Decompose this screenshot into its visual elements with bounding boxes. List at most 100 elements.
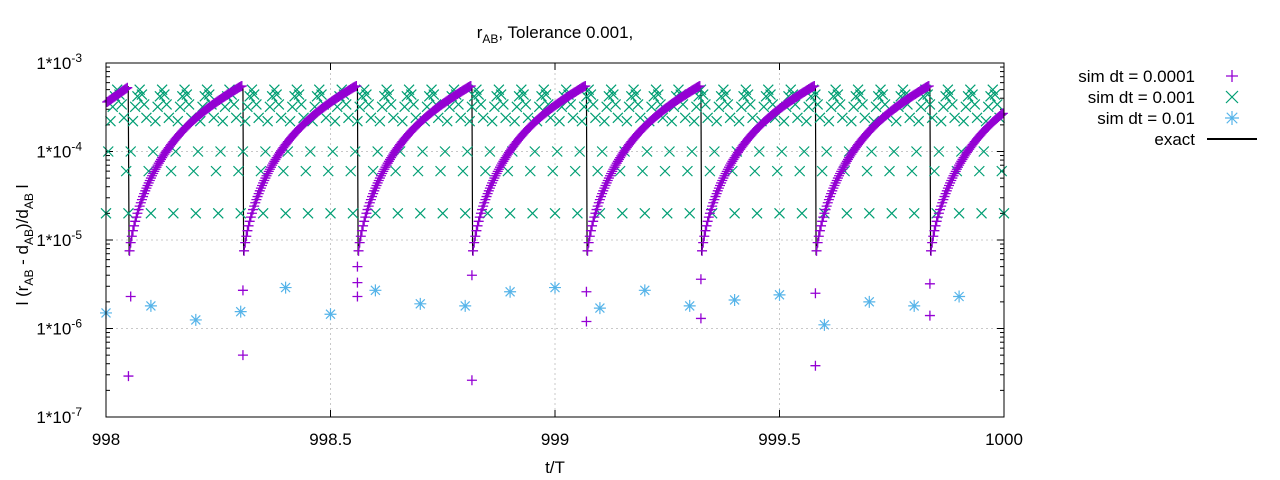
cross-point bbox=[102, 146, 114, 157]
cross-point bbox=[329, 115, 341, 127]
plot-frame bbox=[105, 62, 1005, 418]
plus-point bbox=[372, 177, 383, 188]
cross-point bbox=[457, 165, 469, 177]
plus-point bbox=[486, 180, 497, 191]
plus-point bbox=[951, 164, 962, 175]
cross-point bbox=[601, 101, 613, 113]
plus-point bbox=[356, 225, 367, 236]
cross-point bbox=[188, 165, 199, 177]
cross-point bbox=[340, 99, 352, 110]
cross-point bbox=[949, 112, 961, 124]
cross-point bbox=[944, 89, 956, 100]
cross-point bbox=[664, 146, 675, 157]
plus-point bbox=[811, 245, 822, 256]
cross-point bbox=[834, 99, 846, 110]
cross-point bbox=[587, 99, 599, 110]
plus-point bbox=[377, 168, 388, 179]
star-point bbox=[638, 284, 651, 297]
plus-point bbox=[599, 183, 610, 194]
plus-point bbox=[715, 180, 726, 191]
cross-point bbox=[203, 89, 215, 100]
cross-point bbox=[365, 112, 377, 124]
cross-point bbox=[466, 101, 478, 113]
series-dt-0.0001 bbox=[102, 80, 1008, 386]
plus-point bbox=[836, 166, 847, 177]
plus-point bbox=[701, 220, 712, 231]
plus-point bbox=[242, 225, 253, 236]
cross-point bbox=[363, 99, 375, 110]
cross-point bbox=[572, 207, 583, 219]
plus-point bbox=[144, 175, 155, 186]
cross-point bbox=[253, 112, 265, 124]
plus-point bbox=[126, 231, 137, 242]
y-tick-label: 1*10-6 bbox=[36, 317, 82, 339]
plus-point bbox=[239, 245, 250, 256]
cross-point bbox=[632, 99, 644, 110]
plus-point bbox=[470, 231, 481, 242]
plus-point bbox=[700, 225, 711, 236]
plus-point bbox=[379, 164, 390, 175]
star-point bbox=[144, 299, 157, 312]
cross-point bbox=[387, 112, 399, 124]
star-point bbox=[773, 288, 786, 301]
cross-point bbox=[967, 89, 978, 100]
cross-point bbox=[325, 207, 336, 219]
cross-point bbox=[960, 101, 972, 113]
cross-point bbox=[973, 165, 985, 177]
cross-point bbox=[118, 112, 130, 124]
plus-point bbox=[928, 231, 939, 242]
plus-point bbox=[374, 173, 385, 184]
cross-point bbox=[533, 101, 545, 113]
plus-point bbox=[603, 173, 614, 184]
plus-point bbox=[580, 80, 591, 91]
plus-point bbox=[602, 175, 613, 186]
cross-point bbox=[991, 99, 1003, 110]
cross-point bbox=[212, 207, 224, 219]
plus-point bbox=[490, 170, 501, 181]
cross-point bbox=[863, 207, 875, 219]
cross-point bbox=[190, 207, 202, 219]
legend-cross-marker bbox=[1225, 90, 1239, 104]
cross-point bbox=[592, 165, 604, 177]
plus-point bbox=[354, 237, 365, 248]
plus-point bbox=[810, 360, 821, 371]
plus-point bbox=[261, 170, 272, 181]
cross-point bbox=[235, 207, 247, 219]
cross-point bbox=[295, 99, 307, 110]
plus-point bbox=[124, 245, 135, 256]
cross-point bbox=[814, 112, 826, 124]
cross-point bbox=[859, 112, 871, 124]
plus-point bbox=[121, 83, 132, 94]
plot-area bbox=[100, 80, 1010, 386]
plus-point bbox=[828, 183, 839, 194]
plus-point bbox=[720, 168, 731, 179]
plus-point bbox=[947, 173, 958, 184]
cross-point bbox=[343, 112, 354, 124]
cross-point bbox=[163, 112, 175, 124]
plus-point bbox=[607, 166, 618, 177]
x-tick-label: 999.5 bbox=[758, 430, 801, 449]
cross-point bbox=[277, 165, 289, 177]
cross-point bbox=[473, 89, 485, 100]
plus-point bbox=[487, 177, 498, 188]
cross-point bbox=[836, 112, 848, 124]
plus-point bbox=[835, 168, 846, 179]
cross-point bbox=[233, 165, 244, 177]
plus-point bbox=[830, 177, 841, 188]
plus-point bbox=[352, 277, 363, 288]
cross-point bbox=[125, 146, 137, 157]
cross-point bbox=[127, 115, 139, 127]
x-tick-label: 1000 bbox=[985, 430, 1023, 449]
cross-point bbox=[982, 101, 994, 113]
plus-point bbox=[127, 225, 138, 236]
plus-point bbox=[832, 173, 843, 184]
plus-point bbox=[585, 225, 596, 236]
plus-point bbox=[352, 291, 363, 302]
legend-label: sim dt = 0.0001 bbox=[1078, 67, 1195, 86]
plus-point bbox=[949, 168, 960, 179]
cross-point bbox=[500, 112, 512, 124]
star-point bbox=[504, 285, 517, 298]
cross-point bbox=[172, 115, 184, 127]
cross-point bbox=[733, 115, 745, 127]
cross-point bbox=[495, 89, 507, 100]
